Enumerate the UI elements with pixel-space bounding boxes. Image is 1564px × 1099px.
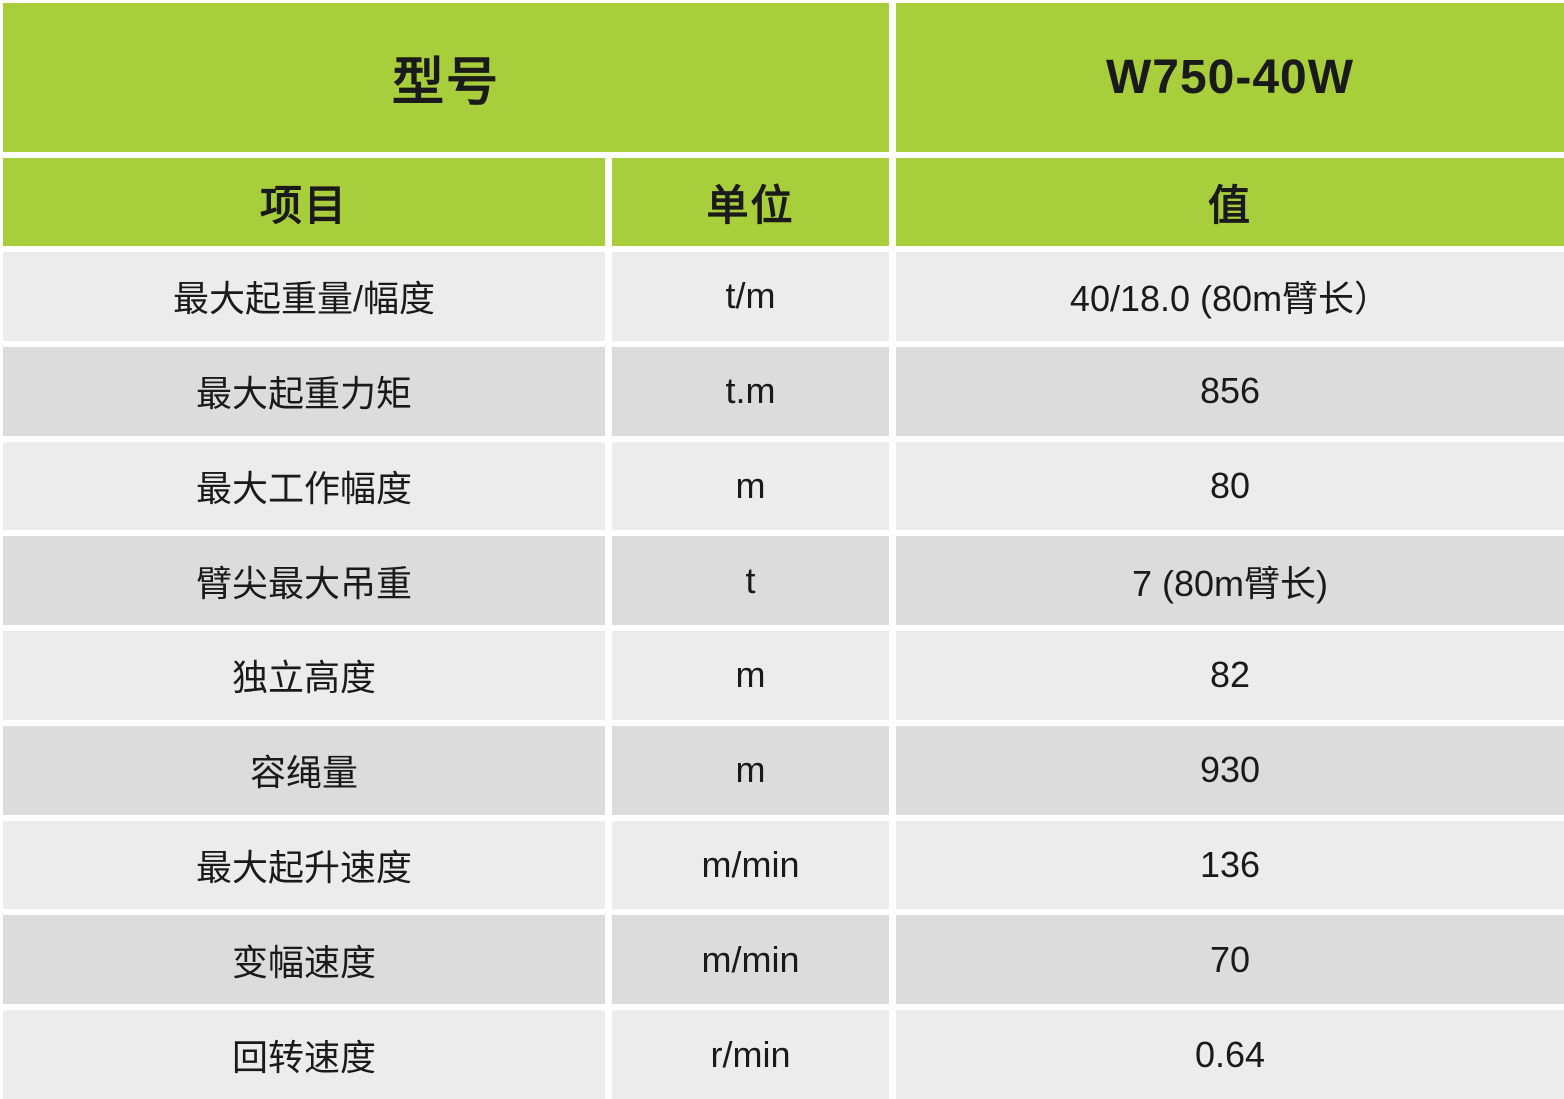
unit-cell: m <box>612 441 889 531</box>
unit-cell: m/min <box>612 820 889 910</box>
unit-cell: t/m <box>612 252 889 341</box>
model-header-label: 型号 <box>3 3 889 152</box>
item-cell: 臂尖最大吊重 <box>3 536 605 626</box>
unit-cell: t.m <box>612 346 889 436</box>
unit-cell: m/min <box>612 915 889 1005</box>
column-header-item: 项目 <box>3 158 605 246</box>
value-cell: 7 (80m臂长) <box>896 536 1564 626</box>
value-cell: 930 <box>896 725 1564 815</box>
item-cell: 容绳量 <box>3 725 605 815</box>
item-cell: 最大工作幅度 <box>3 441 605 531</box>
item-cell: 变幅速度 <box>3 915 605 1005</box>
value-cell: 0.64 <box>896 1010 1564 1099</box>
value-cell: 82 <box>896 631 1564 720</box>
item-cell: 独立高度 <box>3 631 605 720</box>
unit-cell: m <box>612 725 889 815</box>
value-cell: 40/18.0 (80m臂长） <box>896 252 1564 341</box>
unit-cell: m <box>612 631 889 720</box>
unit-cell: r/min <box>612 1010 889 1099</box>
column-header-unit: 单位 <box>612 158 889 246</box>
value-cell: 136 <box>896 820 1564 910</box>
unit-cell: t <box>612 536 889 626</box>
value-cell: 70 <box>896 915 1564 1005</box>
item-cell: 最大起重力矩 <box>3 346 605 436</box>
value-cell: 80 <box>896 441 1564 531</box>
model-header-value: W750-40W <box>896 3 1564 152</box>
item-cell: 回转速度 <box>3 1010 605 1099</box>
item-cell: 最大起升速度 <box>3 820 605 910</box>
column-header-value: 值 <box>896 158 1564 246</box>
item-cell: 最大起重量/幅度 <box>3 252 605 341</box>
value-cell: 856 <box>896 346 1564 436</box>
